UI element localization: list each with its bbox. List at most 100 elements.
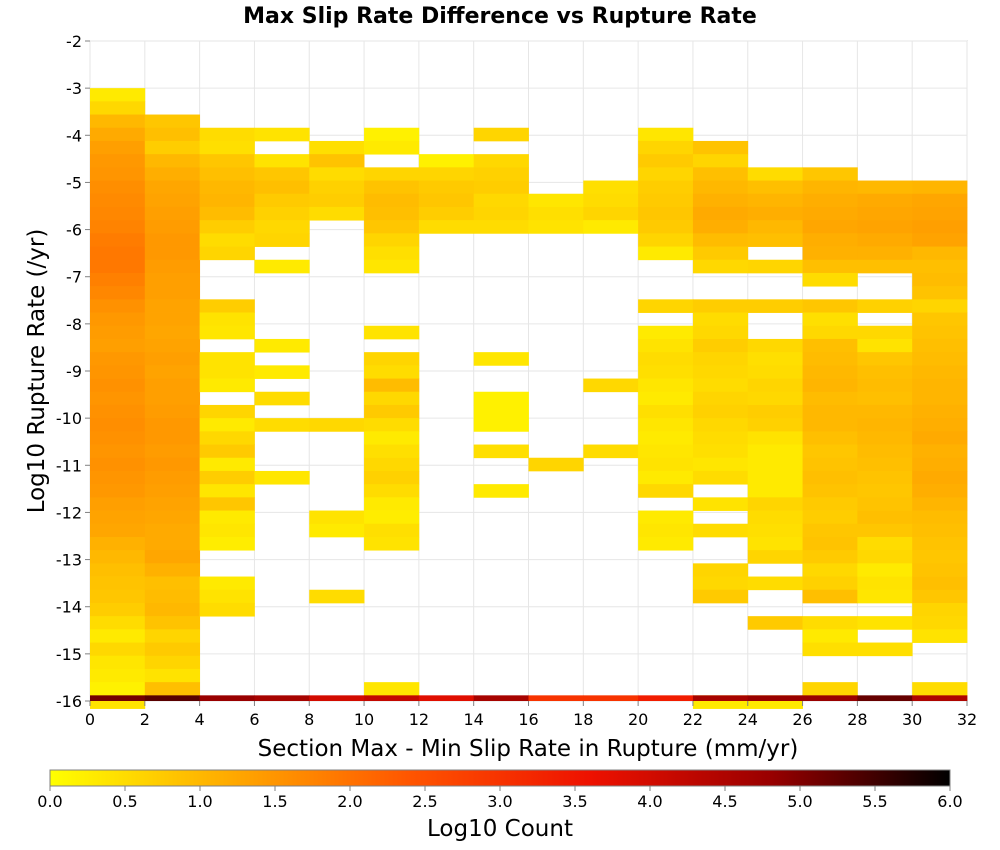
heatmap-cell — [802, 404, 858, 419]
heatmap-cell — [638, 180, 694, 195]
heatmap-cell — [364, 193, 420, 208]
heatmap-cell — [802, 444, 858, 459]
heatmap-cell — [857, 220, 913, 234]
heatmap-cell — [144, 510, 201, 525]
heatmap-cell — [692, 338, 749, 353]
heatmap-cell — [857, 180, 913, 195]
heatmap-cell — [364, 352, 420, 366]
heatmap-cell — [90, 114, 146, 129]
heatmap-cell — [857, 457, 913, 472]
heatmap-cell — [857, 444, 913, 459]
heatmap-cell — [912, 682, 968, 696]
heatmap-cell — [144, 259, 201, 274]
x-tick-label: 32 — [957, 710, 977, 729]
heatmap-cell — [144, 616, 201, 630]
heatmap-cell — [692, 523, 749, 538]
heatmap-cell — [144, 299, 201, 313]
x-tick-label: 14 — [464, 710, 484, 729]
heatmap-cell — [309, 206, 365, 221]
heatmap-cell — [199, 206, 255, 221]
heatmap-cell — [857, 259, 913, 274]
heatmap-cell — [857, 193, 913, 208]
heatmap-cell — [857, 418, 913, 432]
heatmap-cell — [199, 484, 255, 498]
heatmap-cell — [692, 206, 749, 221]
heatmap-cell — [638, 233, 694, 247]
heatmap-cell — [857, 206, 913, 221]
heatmap-cell — [857, 404, 913, 419]
heatmap-cell — [199, 233, 255, 247]
heatmap-cell — [90, 431, 146, 445]
heatmap-cell-bottom — [638, 695, 694, 701]
heatmap-cell — [144, 325, 201, 340]
heatmap-cell — [199, 378, 255, 393]
y-tick-label: -5 — [66, 173, 82, 192]
heatmap-cell — [802, 563, 858, 577]
heatmap-cell — [473, 444, 529, 459]
heatmap-cell — [90, 180, 146, 195]
heatmap-cell — [802, 378, 858, 393]
heatmap-cell — [692, 140, 749, 155]
heatmap-cell — [144, 193, 201, 208]
heatmap-cell — [90, 418, 146, 432]
heatmap-cell — [254, 154, 310, 168]
y-tick-label: -2 — [66, 32, 82, 51]
heatmap-cell — [692, 312, 749, 327]
heatmap-cell — [747, 444, 803, 459]
y-tick-label: -6 — [66, 221, 82, 240]
colorbar-tick-label: 1.0 — [187, 792, 212, 811]
heatmap-cell — [912, 629, 968, 643]
y-axis-label: Log10 Rupture Rate (/yr) — [24, 229, 50, 514]
heatmap-cell — [90, 616, 146, 630]
heatmap-cell — [692, 431, 749, 445]
heatmap-cell — [473, 167, 529, 181]
y-tick-label: -8 — [66, 315, 82, 334]
heatmap-cell — [90, 589, 146, 604]
heatmap-cell — [254, 167, 310, 181]
heatmap-cell — [638, 523, 694, 538]
heatmap-cell — [254, 259, 310, 274]
heatmap-cell — [364, 457, 420, 472]
heatmap-cell — [90, 154, 146, 168]
heatmap-cell — [857, 576, 913, 591]
heatmap-cell — [912, 286, 968, 300]
heatmap-cell-bottom — [692, 695, 749, 701]
heatmap-cell — [747, 616, 803, 630]
heatmap-cell — [638, 154, 694, 168]
heatmap-cell — [912, 352, 968, 366]
heatmap-cell — [912, 602, 968, 617]
heatmap-cell — [364, 444, 420, 459]
heatmap-cell — [90, 312, 146, 327]
heatmap-cell — [418, 180, 475, 195]
heatmap-cell — [473, 180, 529, 195]
heatmap-cell — [528, 206, 584, 221]
y-tick-label: -10 — [56, 409, 82, 428]
heatmap-cell — [144, 378, 201, 393]
heatmap-cell — [199, 167, 255, 181]
heatmap-cell — [90, 470, 146, 485]
heatmap-cell — [857, 246, 913, 261]
heatmap-cell — [144, 497, 201, 511]
x-tick-label: 18 — [573, 710, 593, 729]
heatmap-cell — [802, 193, 858, 208]
x-axis-label: Section Max - Min Slip Rate in Rupture (… — [258, 736, 799, 762]
heatmap-cell — [90, 220, 146, 234]
heatmap-cell-bottom — [364, 695, 420, 701]
heatmap-cell — [144, 431, 201, 445]
x-tick-label: 2 — [140, 710, 150, 729]
heatmap-cell-bottom — [802, 695, 858, 701]
heatmap-cell — [144, 655, 201, 670]
heatmap-cell — [802, 167, 858, 181]
heatmap-cell — [692, 259, 749, 274]
heatmap-cell — [583, 193, 639, 208]
heatmap-cell — [692, 404, 749, 419]
heatmap-cell — [638, 220, 694, 234]
heatmap-cell — [144, 286, 201, 300]
heatmap-cell — [364, 220, 420, 234]
heatmap-cell — [199, 404, 255, 419]
heatmap-cell — [309, 167, 365, 181]
colorbar-ticks: 0.0 0.5 1.0 1.5 2.0 2.5 3.0 3.5 4.0 4.5 5.0 5.5 6.0 — [37, 786, 963, 811]
colorbar-tick-label: 3.5 — [562, 792, 587, 811]
heatmap-cell-bottom — [309, 695, 365, 701]
heatmap-cell — [144, 404, 201, 419]
